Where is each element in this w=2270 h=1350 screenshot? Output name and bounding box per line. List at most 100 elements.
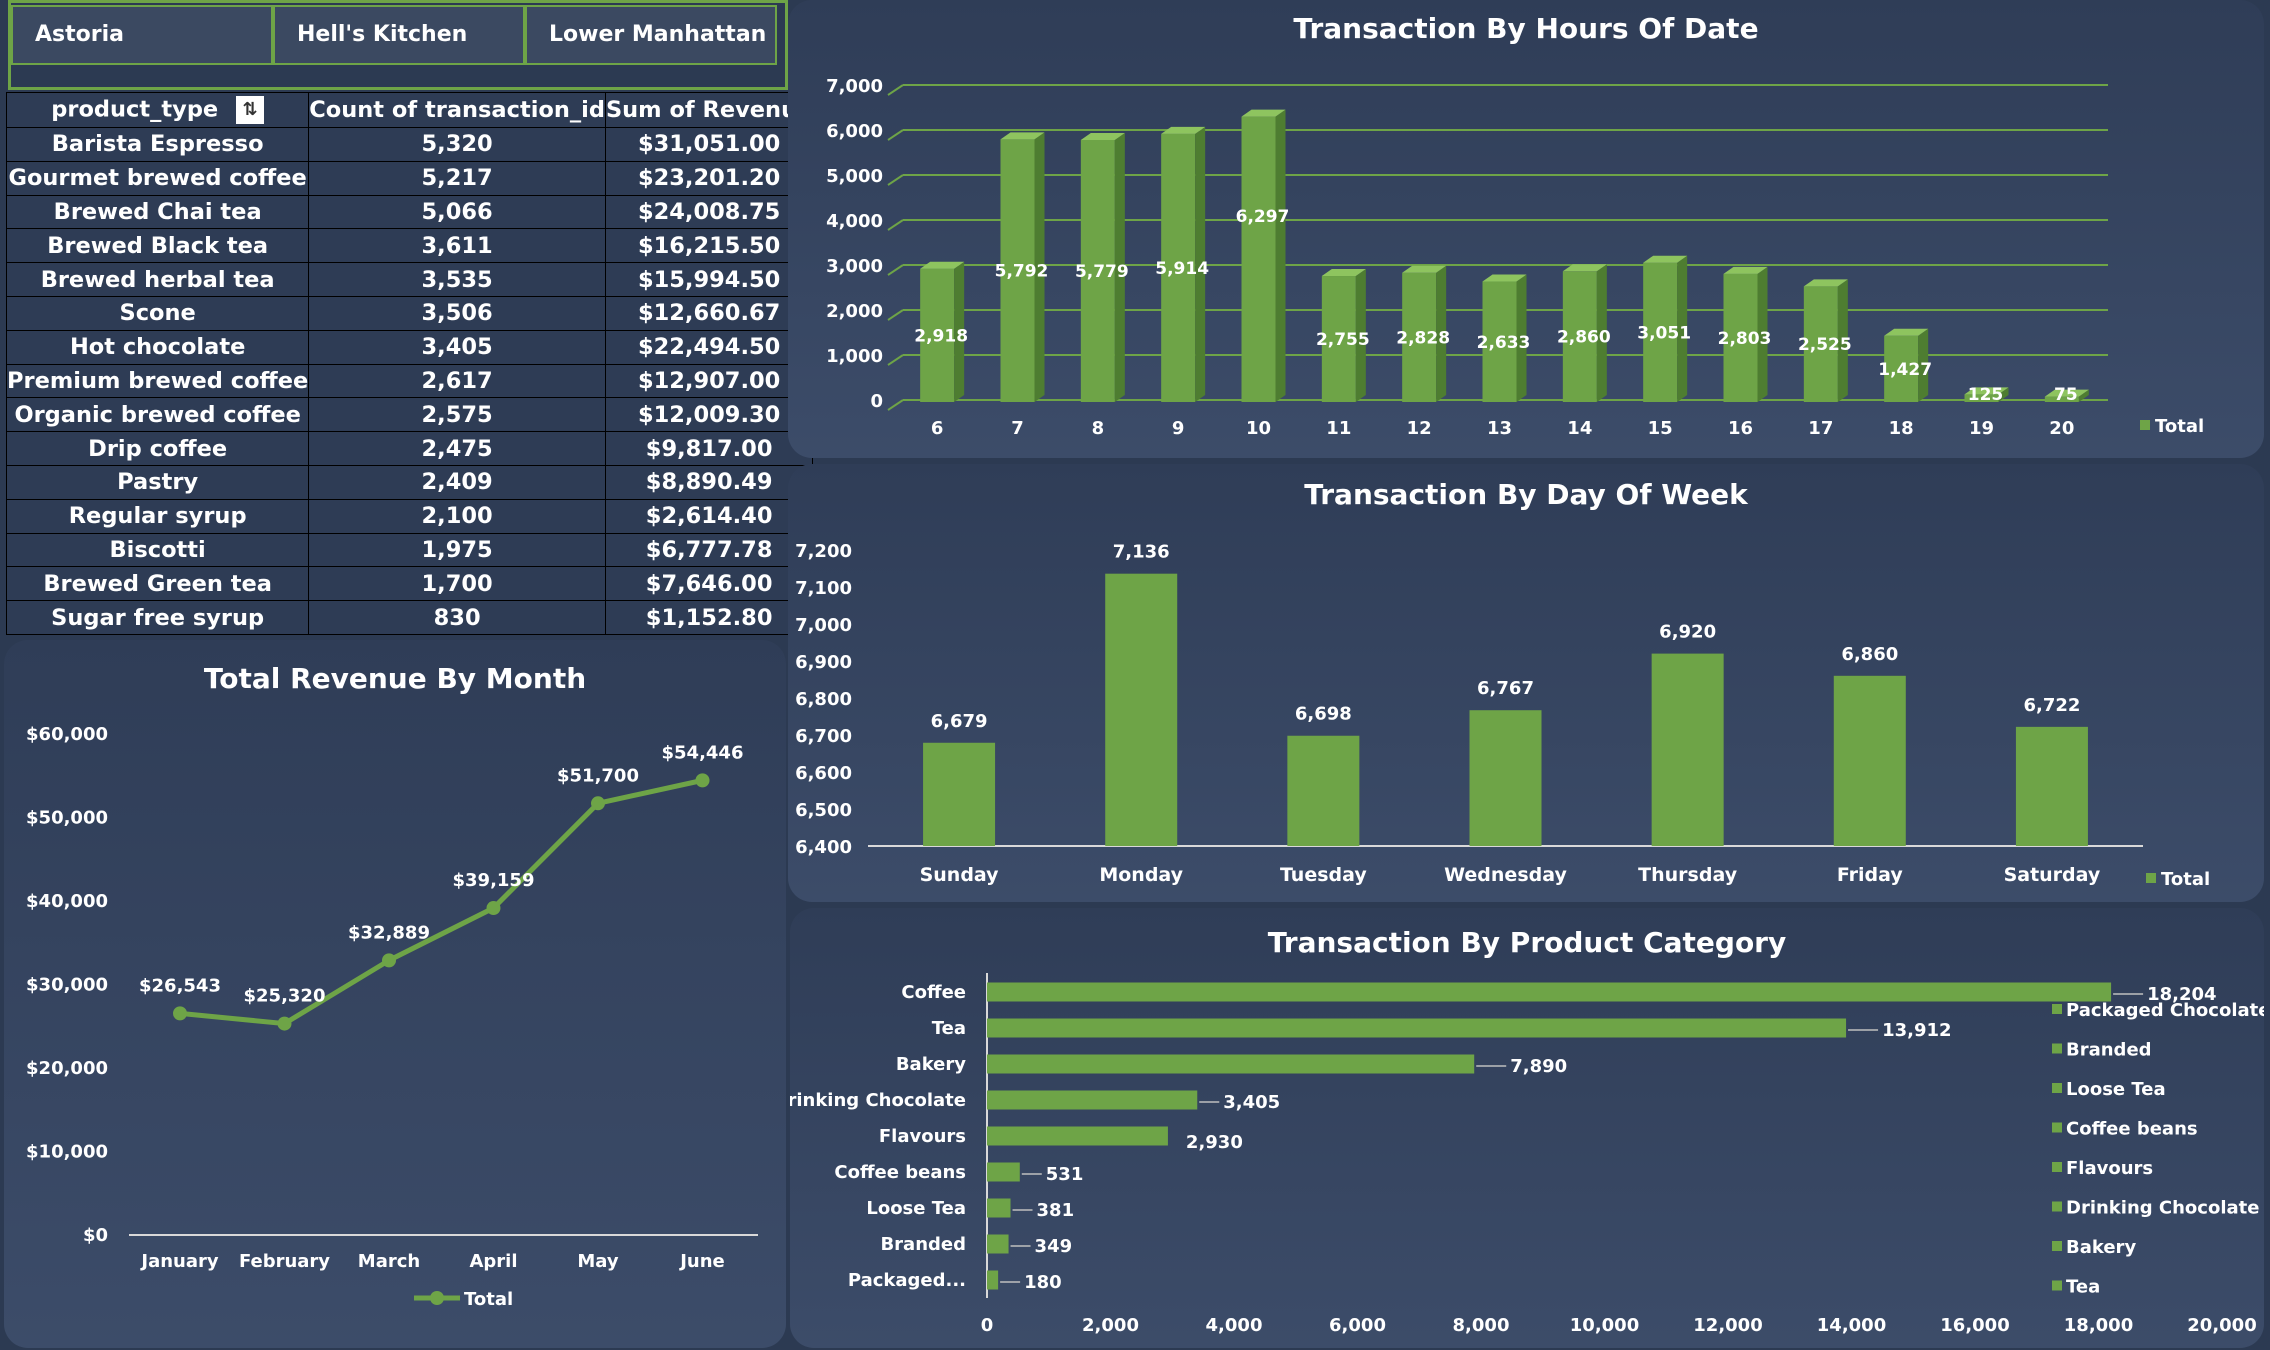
chart-hours-panel: Transaction By Hours Of Date 0 1,000 2,000 3… (788, 0, 2264, 458)
table-row: Brewed Black tea 3,611 $16,215.50 (7, 229, 813, 263)
x-tick-label: 17 (1808, 418, 1833, 439)
data-label: 75 (2054, 385, 2078, 405)
x-tick-label: Thursday (1638, 864, 1738, 886)
gridline-depth (888, 130, 903, 140)
y-tick-label: Coffee beans (834, 1162, 966, 1183)
bar (1105, 574, 1177, 846)
slicer-item-hells-kitchen[interactable]: Hell's Kitchen (273, 5, 525, 65)
x-tick-label: Friday (1837, 864, 1903, 886)
slicer-item-lower-manhattan[interactable]: Lower Manhattan (525, 5, 777, 65)
table-row: Scone 3,506 $12,660.67 (7, 296, 813, 330)
y-tick-label: Packaged... (848, 1270, 966, 1291)
bar (987, 1199, 1011, 1218)
bar (923, 743, 995, 846)
y-tick-label: 3,000 (826, 256, 883, 277)
y-tick-label: 7,000 (826, 76, 883, 97)
cell-revenue: $22,494.50 (605, 330, 812, 364)
bar (987, 983, 2111, 1002)
cell-revenue: $15,994.50 (605, 263, 812, 297)
data-label: 7,136 (1113, 542, 1170, 563)
data-label: 2,755 (1316, 330, 1370, 350)
gridline-depth (888, 220, 903, 230)
slicer-item-astoria[interactable]: Astoria (11, 5, 273, 65)
y-tick-label: 6,700 (795, 726, 852, 747)
legend-label: Coffee beans (2066, 1119, 2198, 1140)
legend-swatch (2052, 1004, 2062, 1014)
bar-side (1276, 110, 1286, 402)
x-tick-label: 14 (1567, 418, 1592, 439)
x-tick-label: 15 (1648, 418, 1673, 439)
legend-label: Branded (2066, 1040, 2152, 1061)
x-tick-label: 10 (1246, 418, 1271, 439)
data-label: 3,051 (1637, 323, 1691, 343)
y-tick-label: 7,000 (795, 615, 852, 636)
legend-label: Total (2155, 416, 2204, 437)
table-row: Biscotti 1,975 $6,777.78 (7, 533, 813, 567)
legend-swatch (2052, 1202, 2062, 1212)
x-tick-label: Sunday (920, 864, 1000, 886)
chart-category-panel: Transaction By Product Category 0 2,000 4,0… (790, 908, 2264, 1348)
cell-revenue: $12,009.30 (605, 398, 812, 432)
data-point (382, 953, 396, 967)
chart-title: Total Revenue By Month (204, 662, 586, 695)
x-tick-label: 12 (1407, 418, 1432, 439)
legend-swatch (2052, 1123, 2062, 1133)
data-point (591, 796, 605, 810)
cell-revenue: $8,890.49 (605, 465, 812, 499)
x-tick-label: 8 (1092, 418, 1105, 439)
cell-count: 3,405 (309, 330, 606, 364)
legend-label: Drinking Chocolate (2066, 1198, 2259, 1219)
cell-revenue: $2,614.40 (605, 499, 812, 533)
cell-product-type: Hot chocolate (7, 330, 309, 364)
data-label: 6,860 (1841, 644, 1898, 665)
bar (1287, 736, 1359, 846)
x-tick-label: Tuesday (1280, 864, 1367, 886)
data-label: $51,700 (557, 765, 639, 786)
bar (987, 1091, 1197, 1110)
x-tick-label: 20 (2049, 418, 2074, 439)
chart-title: Transaction By Day Of Week (1304, 478, 1749, 511)
y-tick-label: 0 (870, 391, 883, 412)
bar (1652, 654, 1724, 846)
x-tick-label: June (678, 1251, 725, 1272)
legend-label: Flavours (2066, 1158, 2153, 1179)
data-point (696, 773, 710, 787)
legend-swatch (2146, 873, 2156, 883)
legend-label: Packaged Chocolate (2066, 1000, 2264, 1021)
data-label: $54,446 (662, 742, 744, 763)
x-tick-label: January (139, 1251, 218, 1272)
cell-revenue: $23,201.20 (605, 161, 812, 195)
header-count: Count of transaction_id (309, 93, 606, 128)
y-tick-label: 6,600 (795, 763, 852, 784)
data-label: 125 (1968, 385, 2004, 405)
data-point (278, 1017, 292, 1031)
cell-product-type: Biscotti (7, 533, 309, 567)
x-tick-label: 8,000 (1453, 1315, 1510, 1336)
cell-product-type: Scone (7, 296, 309, 330)
y-tick-label: Drinking Chocolate (790, 1090, 966, 1111)
chart-day-of-week-panel: Transaction By Day Of Week 6,400 6,500 6,60… (788, 464, 2264, 902)
sort-filter-icon[interactable]: ⇅ (236, 96, 264, 124)
data-label: 6,297 (1236, 207, 1290, 227)
bar (1470, 710, 1542, 846)
x-tick-label: 12,000 (1693, 1315, 1762, 1336)
legend-swatch (2052, 1281, 2062, 1291)
y-tick-label: Bakery (896, 1054, 966, 1075)
table-row: Pastry 2,409 $8,890.49 (7, 465, 813, 499)
gridline-depth (888, 400, 903, 410)
data-label: 2,930 (1186, 1132, 1243, 1153)
x-tick-label: 10,000 (1570, 1315, 1639, 1336)
gridline-depth (888, 265, 903, 275)
data-label: 2,803 (1718, 329, 1772, 349)
cell-count: 2,617 (309, 364, 606, 398)
cell-product-type: Brewed herbal tea (7, 263, 309, 297)
legend-swatch (2140, 420, 2150, 430)
data-label: 5,779 (1075, 262, 1129, 282)
bar (2016, 727, 2088, 846)
y-tick-label: 6,500 (795, 800, 852, 821)
cell-revenue: $12,660.67 (605, 296, 812, 330)
data-label: $39,159 (453, 870, 535, 891)
cell-count: 1,975 (309, 533, 606, 567)
table-row: Brewed Chai tea 5,066 $24,008.75 (7, 195, 813, 229)
legend-marker (430, 1291, 444, 1305)
